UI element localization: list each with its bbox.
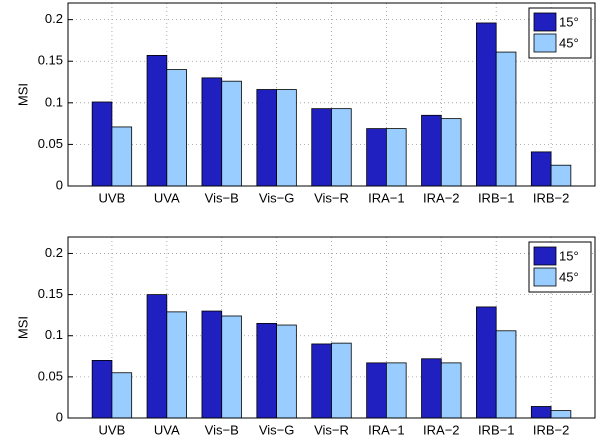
- x-tick-label: Vis−B: [205, 422, 239, 437]
- bar: [366, 128, 387, 187]
- legend-swatch: [533, 33, 557, 53]
- y-tick-label: 0.05: [38, 136, 63, 151]
- bar: [385, 128, 407, 187]
- y-tick-label: 0: [56, 177, 63, 192]
- bar: [221, 80, 242, 187]
- x-tick-label: IRB−1: [478, 422, 515, 437]
- x-tick-label: IRB−2: [533, 422, 570, 437]
- y-tick-label: 0.2: [45, 245, 63, 260]
- axes-frame: [67, 236, 596, 419]
- bar: [331, 342, 352, 419]
- y-tick-label: 0.1: [45, 327, 63, 342]
- y-tick-label: 0.15: [38, 286, 63, 301]
- y-tick-label: 0.1: [45, 94, 63, 109]
- legend-label: 45°: [559, 269, 579, 284]
- x-tick-label: UVB: [99, 190, 126, 205]
- bar: [366, 362, 387, 419]
- x-tick-label: Vis−R: [314, 190, 349, 205]
- bar: [331, 108, 352, 187]
- bar: [166, 311, 187, 419]
- bar: [256, 322, 278, 419]
- y-tick-label: 0.2: [45, 11, 63, 26]
- bar: [221, 315, 242, 419]
- bar: [111, 126, 133, 187]
- x-tick-label: IRA−2: [423, 190, 460, 205]
- y-tick-label: 0.05: [38, 368, 63, 383]
- bar: [276, 89, 297, 187]
- y-axis-label: MSI: [15, 83, 30, 106]
- bar: [440, 118, 462, 187]
- x-tick-label: Vis−G: [259, 190, 295, 205]
- bar: [256, 89, 278, 187]
- legend-swatch: [533, 267, 557, 287]
- bar: [440, 362, 462, 419]
- bar: [530, 406, 552, 419]
- legend-label: 15°: [559, 14, 579, 29]
- y-tick-label: 0: [56, 409, 63, 424]
- bar: [476, 22, 497, 187]
- bar: [166, 69, 187, 187]
- y-axis-label: MSI: [15, 316, 30, 339]
- bar: [91, 101, 113, 187]
- legend-swatch: [533, 246, 557, 266]
- bar: [201, 310, 223, 419]
- bar: [550, 164, 572, 187]
- x-tick-label: IRA−1: [368, 190, 405, 205]
- bar: [385, 362, 407, 419]
- bar: [111, 372, 133, 419]
- y-tick-label: 0.15: [38, 53, 63, 68]
- x-tick-label: UVA: [154, 190, 180, 205]
- x-tick-label: Vis−G: [259, 422, 295, 437]
- bar: [495, 330, 517, 419]
- bar: [421, 114, 442, 187]
- bar: [421, 358, 442, 419]
- legend-label: 45°: [559, 35, 579, 50]
- x-tick-label: IRA−1: [368, 422, 405, 437]
- x-tick-label: IRB−1: [478, 190, 515, 205]
- x-tick-label: UVA: [154, 422, 180, 437]
- bar: [476, 306, 497, 419]
- bar: [550, 410, 572, 419]
- bar: [495, 51, 517, 187]
- bar: [276, 324, 297, 419]
- bar: [146, 294, 168, 419]
- bar: [91, 360, 113, 419]
- bar: [530, 151, 552, 187]
- bar: [311, 108, 332, 187]
- legend-label: 15°: [559, 248, 579, 263]
- bar: [146, 55, 168, 187]
- x-tick-label: Vis−R: [314, 422, 349, 437]
- bar: [201, 77, 223, 187]
- bar: [311, 343, 332, 419]
- legend-swatch: [533, 12, 557, 32]
- x-tick-label: IRA−2: [423, 422, 460, 437]
- x-tick-label: Vis−B: [205, 190, 239, 205]
- x-tick-label: IRB−2: [533, 190, 570, 205]
- axes-frame: [67, 2, 596, 187]
- x-tick-label: UVB: [99, 422, 126, 437]
